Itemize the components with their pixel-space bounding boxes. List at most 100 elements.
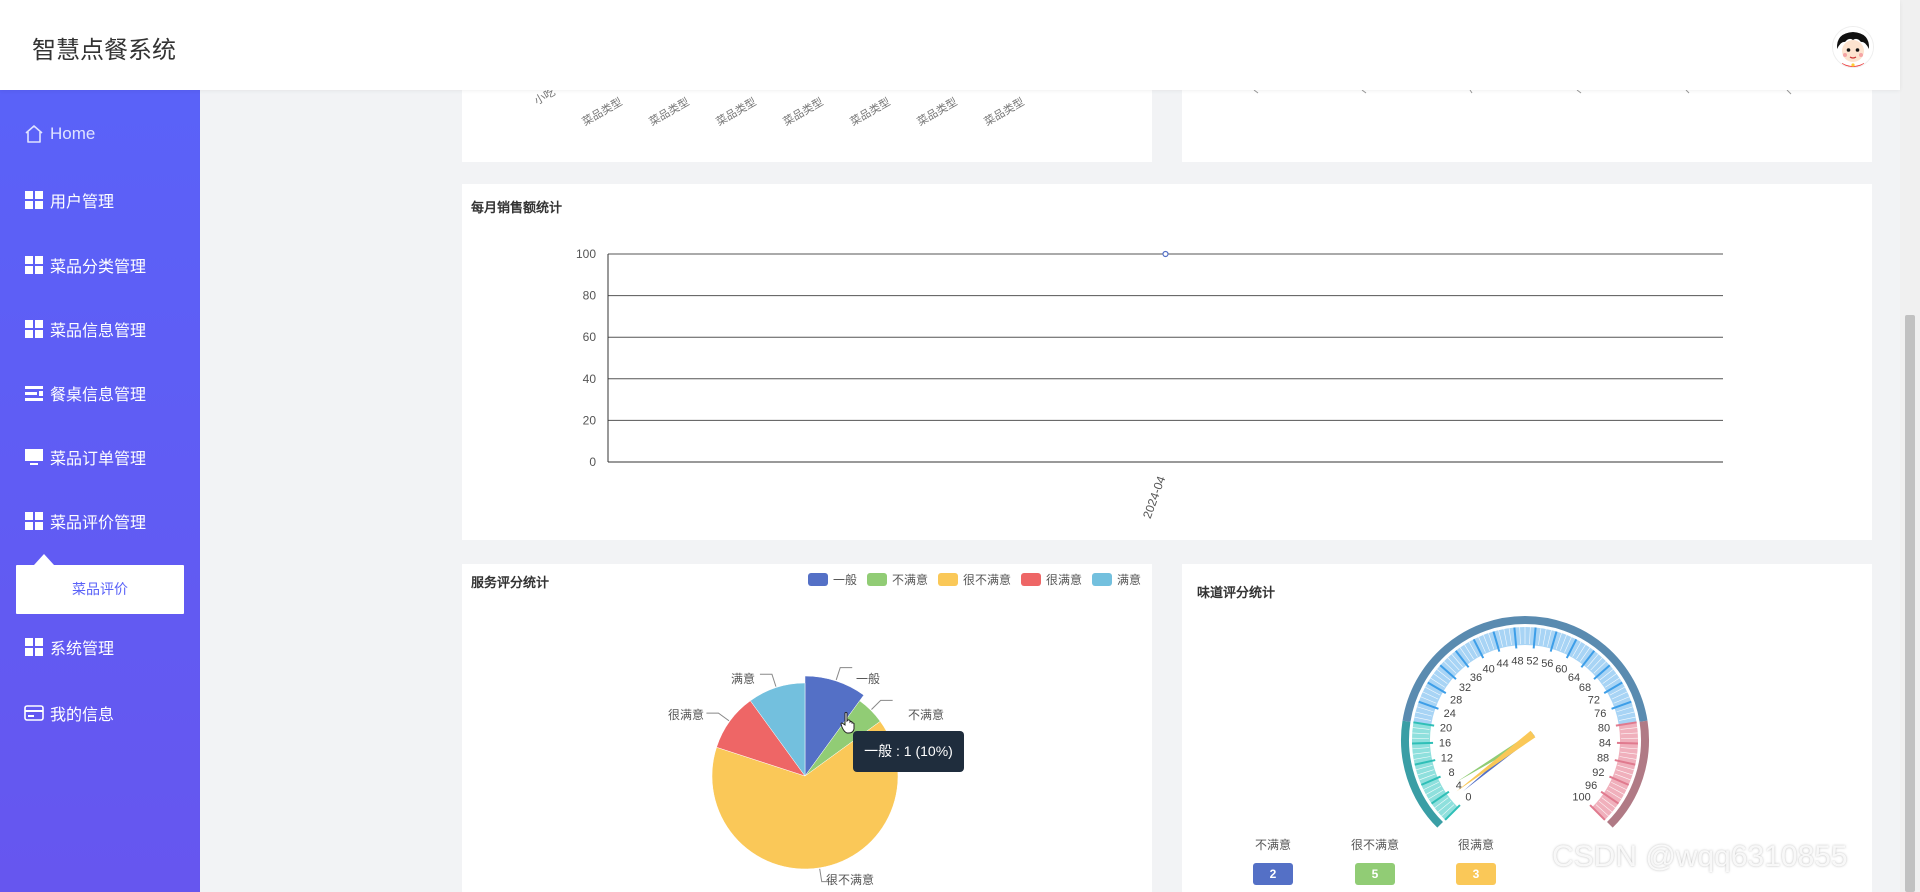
pie-label-unsatisfied: 不满意 [908, 708, 945, 722]
gauge-minor-tick [1420, 696, 1437, 704]
x-tick-label: 2024-04 [1140, 474, 1168, 520]
sidebar-item-table-info[interactable]: 餐桌信息管理 [24, 379, 146, 407]
gauge-minor-tick [1602, 673, 1617, 684]
home-icon [24, 124, 44, 144]
gauge-minor-tick [1529, 627, 1531, 645]
gauge-major-tick [1413, 721, 1435, 727]
gauge-minor-tick [1419, 773, 1436, 781]
category-chart-card: 小吃 菜品类型 菜品类型 菜品类型 菜品类型 菜品类型 菜品类型 菜品类型 [462, 90, 1152, 162]
gauge-minor-tick [1417, 769, 1434, 776]
page-scrollbar-thumb[interactable] [1905, 315, 1915, 892]
y-tick-label: 80 [583, 289, 597, 303]
sidebar-item-users[interactable]: 用户管理 [24, 186, 114, 214]
gauge-minor-tick [1601, 797, 1616, 809]
sidebar-item-dish-info[interactable]: 菜品信息管理 [24, 315, 146, 343]
service-pie-chart [706, 667, 899, 883]
gauge-tick-label: 4 [1456, 780, 1462, 792]
y-tick-label: 60 [583, 330, 597, 344]
sidebar-item-dish-category[interactable]: 菜品分类管理 [24, 251, 146, 279]
legend-label: 很满意 [1046, 572, 1083, 587]
hand-cursor-icon [840, 712, 855, 734]
gauge-minor-tick [1415, 765, 1433, 771]
gauge-minor-tick [1620, 751, 1638, 755]
gauge-major-tick [1513, 627, 1518, 649]
gauge-minor-tick [1616, 769, 1633, 776]
gauge-minor-tick [1483, 634, 1490, 651]
service-card-title: 服务评分统计 [471, 575, 550, 590]
submenu-item-dish-review[interactable]: 菜品评价 [72, 581, 128, 597]
gauge-minor-tick [1579, 647, 1591, 662]
gauge-minor-tick [1498, 630, 1503, 647]
gauge-needle [1456, 730, 1536, 792]
legend-item-unsatisfied[interactable]: 不满意 [867, 571, 928, 587]
gauge-legend-label-unsatisfied: 不满意 [1254, 838, 1291, 852]
legend-label: 很不满意 [963, 572, 1012, 587]
category-tick-label: 菜品类型 [981, 94, 1026, 128]
gauge-tick-label: 24 [1444, 708, 1456, 720]
gauge-tick-label: 28 [1450, 694, 1462, 706]
sidebar-item-system[interactable]: 系统管理 [24, 633, 114, 661]
legend-item-satisfied[interactable]: 满意 [1092, 571, 1141, 587]
gauge-tick-label: 72 [1588, 694, 1600, 706]
grid-icon [24, 190, 44, 210]
gauge-major-tick [1418, 700, 1439, 710]
gauge-minor-tick [1434, 797, 1449, 809]
legend-item-very-unsatisfied[interactable]: 很不满意 [938, 571, 1011, 587]
gauge-minor-tick [1508, 628, 1512, 645]
pie-label-line [759, 673, 777, 687]
gauge-outer-band [1401, 720, 1443, 828]
submenu-arrow [34, 554, 54, 565]
pie-label-very-satisfied: 很满意 [668, 708, 705, 722]
gauge-minor-tick [1478, 636, 1486, 653]
grid-icon [24, 637, 44, 657]
gauge-minor-tick [1538, 628, 1542, 645]
gauge-minor-tick [1451, 653, 1463, 668]
pie-slice [804, 675, 865, 777]
data-point [1162, 250, 1169, 258]
legend-item-very-satisfied[interactable]: 很满意 [1021, 571, 1082, 587]
gauge-legend-label-very-satisfied: 很满意 [1457, 838, 1494, 852]
axis-mark [1786, 90, 1792, 95]
gauge-major-tick [1472, 638, 1485, 659]
gauge-outer-band [1402, 616, 1648, 722]
grid-icon [24, 255, 44, 275]
gauge-major-tick [1603, 681, 1623, 695]
grid-icon [24, 319, 44, 339]
legend-swatch [867, 572, 887, 586]
y-tick-label: 100 [576, 247, 596, 261]
gauge-minor-tick [1441, 804, 1455, 817]
gauge-major-tick [1615, 721, 1637, 727]
gauge-minor-tick [1412, 747, 1430, 750]
gauge-minor-tick [1611, 781, 1627, 790]
sidebar-item-dish-orders[interactable]: 菜品订单管理 [24, 443, 146, 471]
gauge-tick-label: 92 [1592, 767, 1604, 779]
gauge-minor-tick [1560, 634, 1567, 651]
sidebar-item-label: Home [50, 124, 96, 143]
sidebar-item-label: 餐桌信息管理 [50, 387, 147, 404]
gauge-minor-tick [1576, 644, 1586, 660]
gauge-major-tick [1593, 664, 1611, 680]
user-avatar[interactable] [1832, 26, 1874, 68]
gauge-tick-label: 96 [1585, 780, 1597, 792]
gauge-minor-tick [1590, 657, 1603, 671]
gauge-minor-tick [1433, 673, 1448, 684]
legend-label: 不满意 [892, 572, 929, 587]
pie-tooltip: 一般 : 1 (10%) [853, 731, 964, 772]
gauge-minor-tick [1468, 641, 1478, 657]
monitor-icon [24, 447, 44, 467]
gauge-tick-label: 60 [1555, 664, 1567, 676]
gauge-tick-label: 36 [1470, 672, 1482, 684]
gauge-minor-tick [1436, 669, 1451, 681]
gauge-minor-tick [1616, 706, 1634, 713]
category-axis-labels: 小吃 菜品类型 菜品类型 菜品类型 菜品类型 菜品类型 菜品类型 菜品类型 [532, 90, 1027, 129]
legend-item-fair[interactable]: 一般 [808, 571, 857, 587]
sidebar-item-home[interactable]: Home [24, 120, 95, 148]
gauge-minor-tick [1609, 686, 1626, 696]
category-tick-label: 菜品类型 [780, 94, 825, 128]
sidebar-item-my-info[interactable]: 我的信息 [24, 699, 114, 727]
gauge-minor-tick [1599, 669, 1614, 681]
sidebar-item-dish-reviews[interactable]: 菜品评价管理 [24, 507, 146, 535]
gauge-major-tick [1532, 627, 1537, 649]
gauge-minor-tick [1618, 716, 1636, 721]
